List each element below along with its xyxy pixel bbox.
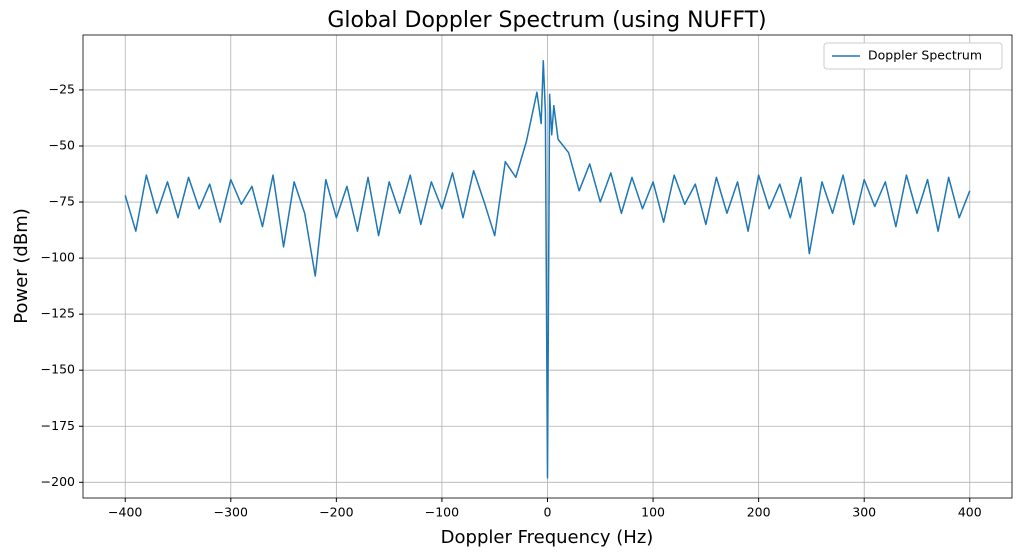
y-tick-label: −75 xyxy=(49,194,75,209)
y-tick-label: −50 xyxy=(49,137,75,152)
y-tick-label: −175 xyxy=(41,418,75,433)
chart-title: Global Doppler Spectrum (using NUFFT) xyxy=(327,8,766,33)
x-tick-label: 0 xyxy=(544,505,552,520)
x-tick-label: −200 xyxy=(319,505,353,520)
y-tick-label: −200 xyxy=(41,474,75,489)
y-axis-label: Power (dBm) xyxy=(11,208,32,324)
x-tick-label: 200 xyxy=(747,505,771,520)
plot-frame xyxy=(82,34,1013,499)
y-tick-label: −100 xyxy=(41,250,75,265)
x-tick-label: −100 xyxy=(425,505,459,520)
legend-box xyxy=(823,42,1003,70)
x-tick-label: 100 xyxy=(641,505,665,520)
x-tick-label: −400 xyxy=(108,505,142,520)
x-axis-label: Doppler Frequency (Hz) xyxy=(441,527,654,548)
legend: Doppler Spectrum xyxy=(823,42,1003,70)
line-series xyxy=(124,60,971,479)
y-tick-label: −150 xyxy=(41,362,75,377)
legend-label: Doppler Spectrum xyxy=(868,48,982,63)
x-tick-label: 400 xyxy=(958,505,982,520)
y-tick-label: −125 xyxy=(41,306,75,321)
x-tick-label: 300 xyxy=(852,505,876,520)
x-tick-label: −300 xyxy=(214,505,248,520)
y-tick-label: −25 xyxy=(49,81,75,96)
